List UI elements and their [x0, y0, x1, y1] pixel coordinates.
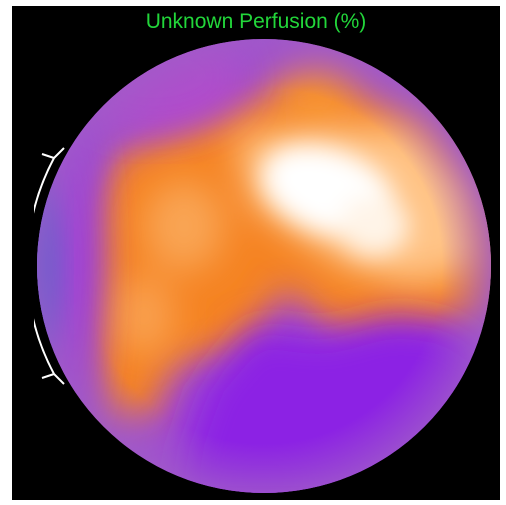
polar-map[interactable] [34, 36, 494, 496]
region-outline-bracket [34, 147, 65, 385]
viewer-title: Unknown Perfusion (%) [145, 10, 367, 33]
perfusion-viewer: Unknown Perfusion (%) [12, 6, 500, 500]
